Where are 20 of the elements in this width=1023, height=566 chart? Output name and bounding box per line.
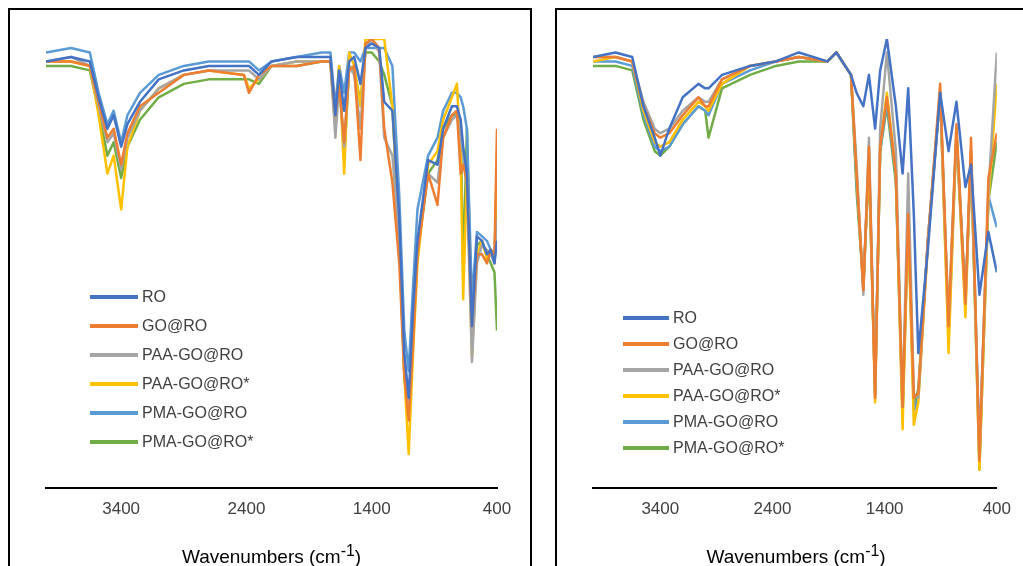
- legend-label: RO: [142, 287, 166, 306]
- x-tick-label: 400: [482, 499, 512, 519]
- legend-label: GO@RO: [673, 335, 739, 353]
- legend-label: PMA-GO@RO*: [142, 432, 254, 451]
- x-tick-label: 2400: [227, 499, 266, 519]
- x-tick-label: 1400: [352, 499, 391, 519]
- x-tick-label: 1400: [865, 499, 904, 519]
- legend-label: PAA-GO@RO: [673, 361, 775, 379]
- legend-label: PMA-GO@RO: [142, 403, 248, 422]
- legend-label: PMA-GO@RO*: [673, 439, 785, 457]
- legend-label: PAA-GO@RO*: [673, 387, 781, 405]
- x-tick-label: 3400: [641, 499, 680, 519]
- x-tick-label: 2400: [753, 499, 792, 519]
- legend-label: PAA-GO@RO: [142, 345, 244, 364]
- legend-label: PAA-GO@RO*: [142, 374, 250, 393]
- legend-label: RO: [673, 309, 697, 327]
- x-tick-label: 400: [982, 499, 1012, 519]
- x-tick-label: 3400: [102, 499, 141, 519]
- legend-label: GO@RO: [142, 316, 208, 335]
- legend-label: PMA-GO@RO: [673, 413, 779, 431]
